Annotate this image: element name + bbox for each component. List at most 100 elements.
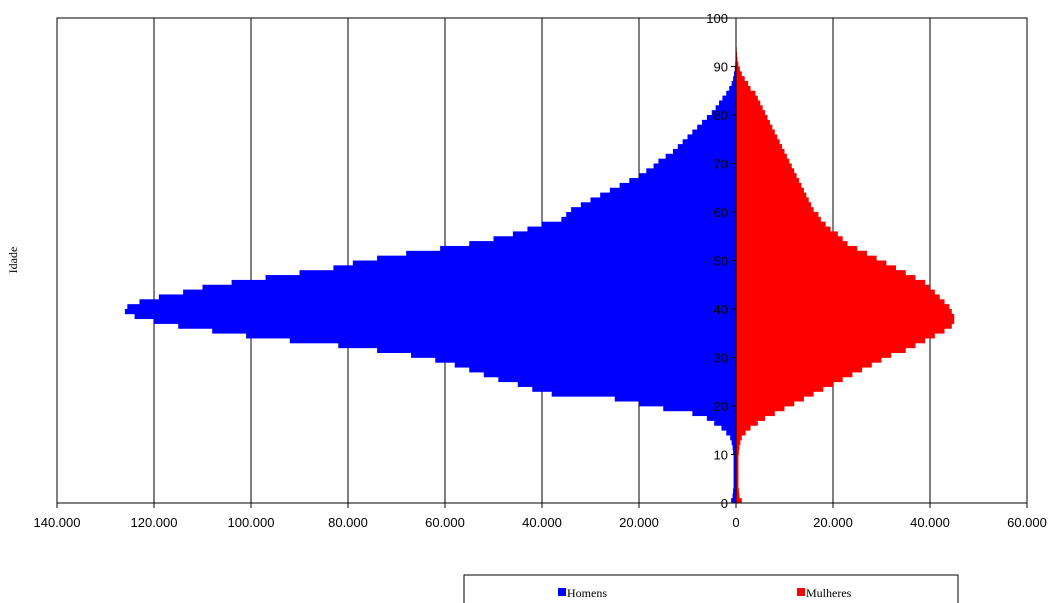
legend-swatch-mulheres [797, 588, 805, 596]
bar-mulheres-73 [736, 144, 783, 150]
bar-mulheres-78 [736, 119, 770, 126]
bar-mulheres-42 [736, 294, 940, 300]
y-tick-label-9: 90 [714, 60, 728, 75]
x-tick-label-2: 100.000 [228, 515, 275, 530]
bar-mulheres-17 [736, 415, 766, 421]
bar-mulheres-54 [736, 236, 843, 242]
bar-mulheres-87 [736, 76, 745, 82]
bar-mulheres-91 [736, 56, 738, 63]
bar-homens-21 [614, 396, 736, 402]
y-tick-label-0: 0 [721, 496, 728, 511]
legend: Homens Mulheres [463, 574, 959, 603]
bar-mulheres-32 [736, 342, 916, 349]
bar-mulheres-10 [736, 449, 739, 455]
bar-mulheres-27 [736, 367, 863, 373]
bar-mulheres-88 [736, 71, 742, 77]
y-tick-label-8: 80 [714, 108, 728, 123]
bar-mulheres-79 [736, 115, 768, 121]
bar-mulheres-8 [736, 459, 739, 465]
bar-homens-84 [726, 90, 736, 96]
bar-homens-22 [551, 391, 736, 397]
bar-homens-71 [665, 153, 736, 160]
bar-homens-73 [677, 144, 736, 150]
bar-homens-37 [154, 318, 736, 324]
bar-homens-64 [609, 187, 736, 193]
bar-homens-48 [333, 265, 736, 271]
x-tick-label-10: 60.000 [1007, 515, 1047, 530]
bar-homens-61 [580, 202, 736, 208]
y-tick-label-3: 30 [714, 351, 728, 366]
bar-mulheres-43 [736, 289, 935, 295]
bar-mulheres-33 [736, 338, 926, 344]
bar-mulheres-4 [736, 478, 739, 484]
bar-homens-56 [527, 226, 736, 232]
y-tick-label-10: 100 [706, 11, 728, 26]
bar-homens-20 [639, 401, 736, 407]
bar-mulheres-12 [736, 439, 741, 446]
bar-homens-57 [542, 221, 736, 227]
bar-homens-19 [663, 406, 736, 412]
bar-homens-69 [653, 163, 736, 169]
bar-homens-89 [734, 66, 736, 72]
bar-homens-28 [454, 362, 736, 368]
bar-mulheres-30 [736, 352, 892, 358]
bar-homens-45 [231, 279, 736, 286]
bar-homens-44 [202, 284, 736, 290]
bar-mulheres-2 [736, 488, 739, 494]
bar-mulheres-59 [736, 212, 819, 218]
bar-mulheres-15 [736, 425, 751, 431]
bar-homens-80 [711, 110, 736, 116]
bar-mulheres-80 [736, 110, 766, 116]
y-axis-label: Idade [6, 247, 20, 274]
bar-mulheres-56 [736, 226, 831, 232]
bar-homens-10 [733, 449, 736, 455]
bar-homens-23 [532, 386, 736, 392]
bar-homens-86 [731, 81, 736, 87]
bar-mulheres-57 [736, 221, 826, 227]
bar-homens-58 [561, 216, 736, 223]
bar-homens-40 [127, 304, 736, 310]
y-tick-label-2: 20 [714, 399, 728, 414]
bar-mulheres-77 [736, 124, 773, 130]
bar-homens-18 [692, 410, 736, 417]
bar-homens-49 [352, 260, 736, 266]
bar-mulheres-62 [736, 197, 809, 203]
legend-label-mulheres: Mulheres [806, 586, 852, 600]
bar-homens-81 [715, 105, 736, 111]
bar-homens-54 [493, 236, 736, 242]
y-tick-label-5: 50 [714, 254, 728, 269]
y-axis-ticks: 0 10 20 30 40 50 60 70 80 90 100 [706, 11, 736, 511]
bar-homens-17 [706, 415, 736, 421]
bar-mulheres-72 [736, 148, 785, 155]
bar-homens-24 [517, 381, 736, 387]
bar-homens-83 [722, 95, 736, 101]
bar-mulheres-69 [736, 163, 792, 169]
bar-mulheres-0 [736, 498, 742, 504]
bar-mulheres-20 [736, 401, 795, 407]
bar-mulheres-35 [736, 328, 945, 334]
bar-homens-52 [440, 245, 736, 252]
bar-homens-50 [377, 255, 736, 261]
bar-mulheres-74 [736, 139, 780, 145]
bar-homens-75 [687, 134, 736, 140]
bar-homens-59 [566, 212, 736, 218]
bar-mulheres-49 [736, 260, 887, 266]
bar-homens-51 [406, 250, 736, 257]
x-axis-ticks: 140.000 120.000 100.000 80.000 60.000 40.000 2… [34, 503, 1047, 530]
bar-homens-27 [469, 367, 736, 373]
bar-mulheres-66 [736, 178, 800, 184]
bar-homens-82 [719, 100, 736, 106]
bar-homens-35 [212, 328, 736, 334]
bar-homens-36 [178, 323, 736, 329]
bar-mulheres-21 [736, 396, 804, 402]
bar-mulheres-58 [736, 216, 821, 223]
x-tick-label-7: 0 [732, 515, 739, 530]
bar-homens-65 [619, 182, 736, 189]
series-mulheres-bars [736, 13, 955, 504]
bar-homens-8 [733, 459, 736, 465]
bar-mulheres-63 [736, 192, 807, 198]
bar-homens-70 [658, 158, 736, 164]
bar-mulheres-9 [736, 454, 739, 460]
bar-homens-11 [732, 444, 736, 451]
y-tick-label-7: 70 [714, 157, 728, 172]
